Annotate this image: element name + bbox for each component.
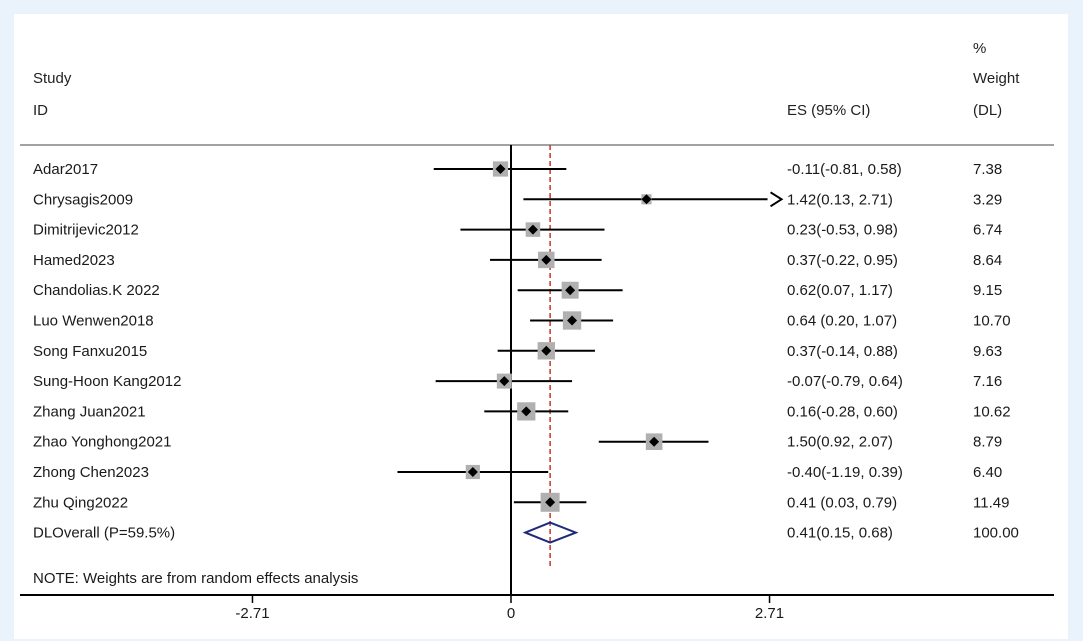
weight-value: 6.40: [973, 464, 1002, 481]
study-label: Hamed2023: [33, 252, 115, 269]
es-ci-value: 0.37(-0.22, 0.95): [787, 252, 898, 269]
overall-es-ci-value: 0.41(0.15, 0.68): [787, 525, 893, 542]
point-estimate: [545, 497, 556, 508]
es-ci-value: 0.64 (0.20, 1.07): [787, 313, 897, 330]
point-estimate: [541, 345, 552, 356]
header-es-ci: ES (95% CI): [787, 102, 871, 119]
study-label: Zhao Yonghong2021: [33, 434, 171, 451]
point-estimate: [499, 376, 510, 387]
study-label: Sung-Hoon Kang2012: [33, 373, 181, 390]
point-estimate: [567, 315, 578, 326]
note-text: NOTE: Weights are from random effects an…: [33, 570, 358, 587]
point-estimate: [495, 164, 506, 174]
point-estimate: [649, 436, 660, 447]
point-estimate: [565, 285, 576, 296]
weight-value: 8.64: [973, 252, 1002, 269]
point-estimate: [527, 224, 538, 235]
header-dl: (DL): [973, 102, 1003, 119]
header-percent: %: [973, 40, 987, 57]
es-ci-value: 1.42(0.13, 2.71): [787, 191, 893, 208]
weight-value: 10.70: [973, 313, 1011, 330]
point-estimate: [521, 406, 532, 417]
weight-value: 6.74: [973, 222, 1002, 239]
study-label: Dimitrijevic2012: [33, 222, 139, 239]
weight-value: 7.38: [973, 161, 1002, 178]
ci-arrow: [769, 191, 784, 208]
es-ci-value: 0.16(-0.28, 0.60): [787, 403, 898, 420]
es-ci-value: 0.37(-0.14, 0.88): [787, 343, 898, 360]
es-ci-value: 0.23(-0.53, 0.98): [787, 222, 898, 239]
point-estimate: [467, 467, 478, 477]
study-label: Chandolias.K 2022: [33, 282, 160, 299]
study-label: Zhu Qing2022: [33, 494, 128, 511]
weight-value: 7.16: [973, 373, 1002, 390]
study-label: Luo Wenwen2018: [33, 313, 154, 330]
x-tick-label: 0: [507, 605, 515, 622]
study-label: Adar2017: [33, 161, 98, 178]
weight-value: 10.62: [973, 403, 1011, 420]
study-label: Song Fanxu2015: [33, 343, 147, 360]
study-label: Zhang Juan2021: [33, 403, 146, 420]
es-ci-value: 0.62(0.07, 1.17): [787, 282, 893, 299]
weight-value: 9.15: [973, 282, 1002, 299]
weight-value: 8.79: [973, 434, 1002, 451]
es-ci-value: -0.11(-0.81, 0.58): [787, 161, 902, 178]
header-id: ID: [33, 102, 48, 119]
x-tick-label: -2.71: [235, 605, 269, 622]
point-estimate: [541, 254, 552, 265]
header-study: Study: [33, 70, 72, 87]
point-estimate: [641, 194, 652, 205]
es-ci-value: 0.41 (0.03, 0.79): [787, 494, 897, 511]
study-label: Chrysagis2009: [33, 191, 133, 208]
weight-value: 9.63: [973, 343, 1002, 360]
overall-diamond: [522, 521, 579, 544]
x-tick-label: 2.71: [755, 605, 784, 622]
es-ci-value: 1.50(0.92, 2.07): [787, 434, 893, 451]
study-label: Zhong Chen2023: [33, 464, 149, 481]
es-ci-value: -0.07(-0.79, 0.64): [787, 373, 903, 390]
header-weight: Weight: [973, 70, 1020, 87]
weight-value: 3.29: [973, 191, 1002, 208]
chart-panel: [14, 14, 1068, 639]
weight-value: 11.49: [973, 494, 1009, 511]
es-ci-value: -0.40(-1.19, 0.39): [787, 464, 903, 481]
overall-label: DLOverall (P=59.5%): [33, 525, 175, 542]
overall-weight-value: 100.00: [973, 525, 1019, 542]
